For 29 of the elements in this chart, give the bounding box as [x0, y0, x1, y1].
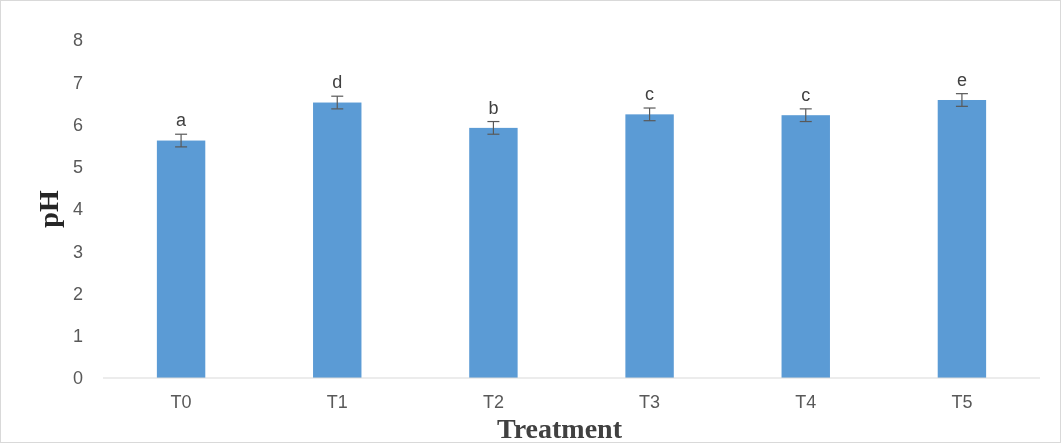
x-tick-label: T3 — [639, 392, 661, 412]
bar — [625, 114, 674, 378]
y-tick-label: 8 — [72, 30, 83, 51]
x-tick-label: T5 — [951, 392, 973, 412]
y-tick-label: 4 — [72, 199, 83, 220]
bar — [469, 127, 518, 378]
y-axis-title: pH — [33, 190, 64, 228]
annotation: c — [801, 84, 811, 105]
annotation: b — [488, 97, 499, 118]
y-tick-label: 7 — [72, 72, 83, 93]
y-tick-label: 1 — [72, 326, 83, 347]
annotation: c — [645, 84, 655, 105]
y-tick-label: 0 — [72, 368, 83, 389]
y-tick-label: 3 — [72, 241, 83, 262]
annotation: d — [332, 72, 343, 93]
annotation: e — [956, 69, 967, 90]
y-tick-label: 2 — [72, 283, 83, 304]
y-tick-label: 6 — [72, 114, 83, 135]
y-tick-label: 5 — [72, 157, 83, 178]
x-axis-title: Treatment — [497, 413, 623, 443]
bar — [781, 115, 830, 378]
x-tick-label: T4 — [795, 392, 817, 412]
bar — [156, 140, 206, 378]
x-tick-label: T1 — [326, 392, 348, 412]
bar — [937, 100, 987, 378]
annotation: a — [176, 110, 188, 131]
x-tick-label: T0 — [170, 392, 192, 412]
x-tick-label: T2 — [482, 392, 504, 412]
bar — [313, 102, 362, 378]
